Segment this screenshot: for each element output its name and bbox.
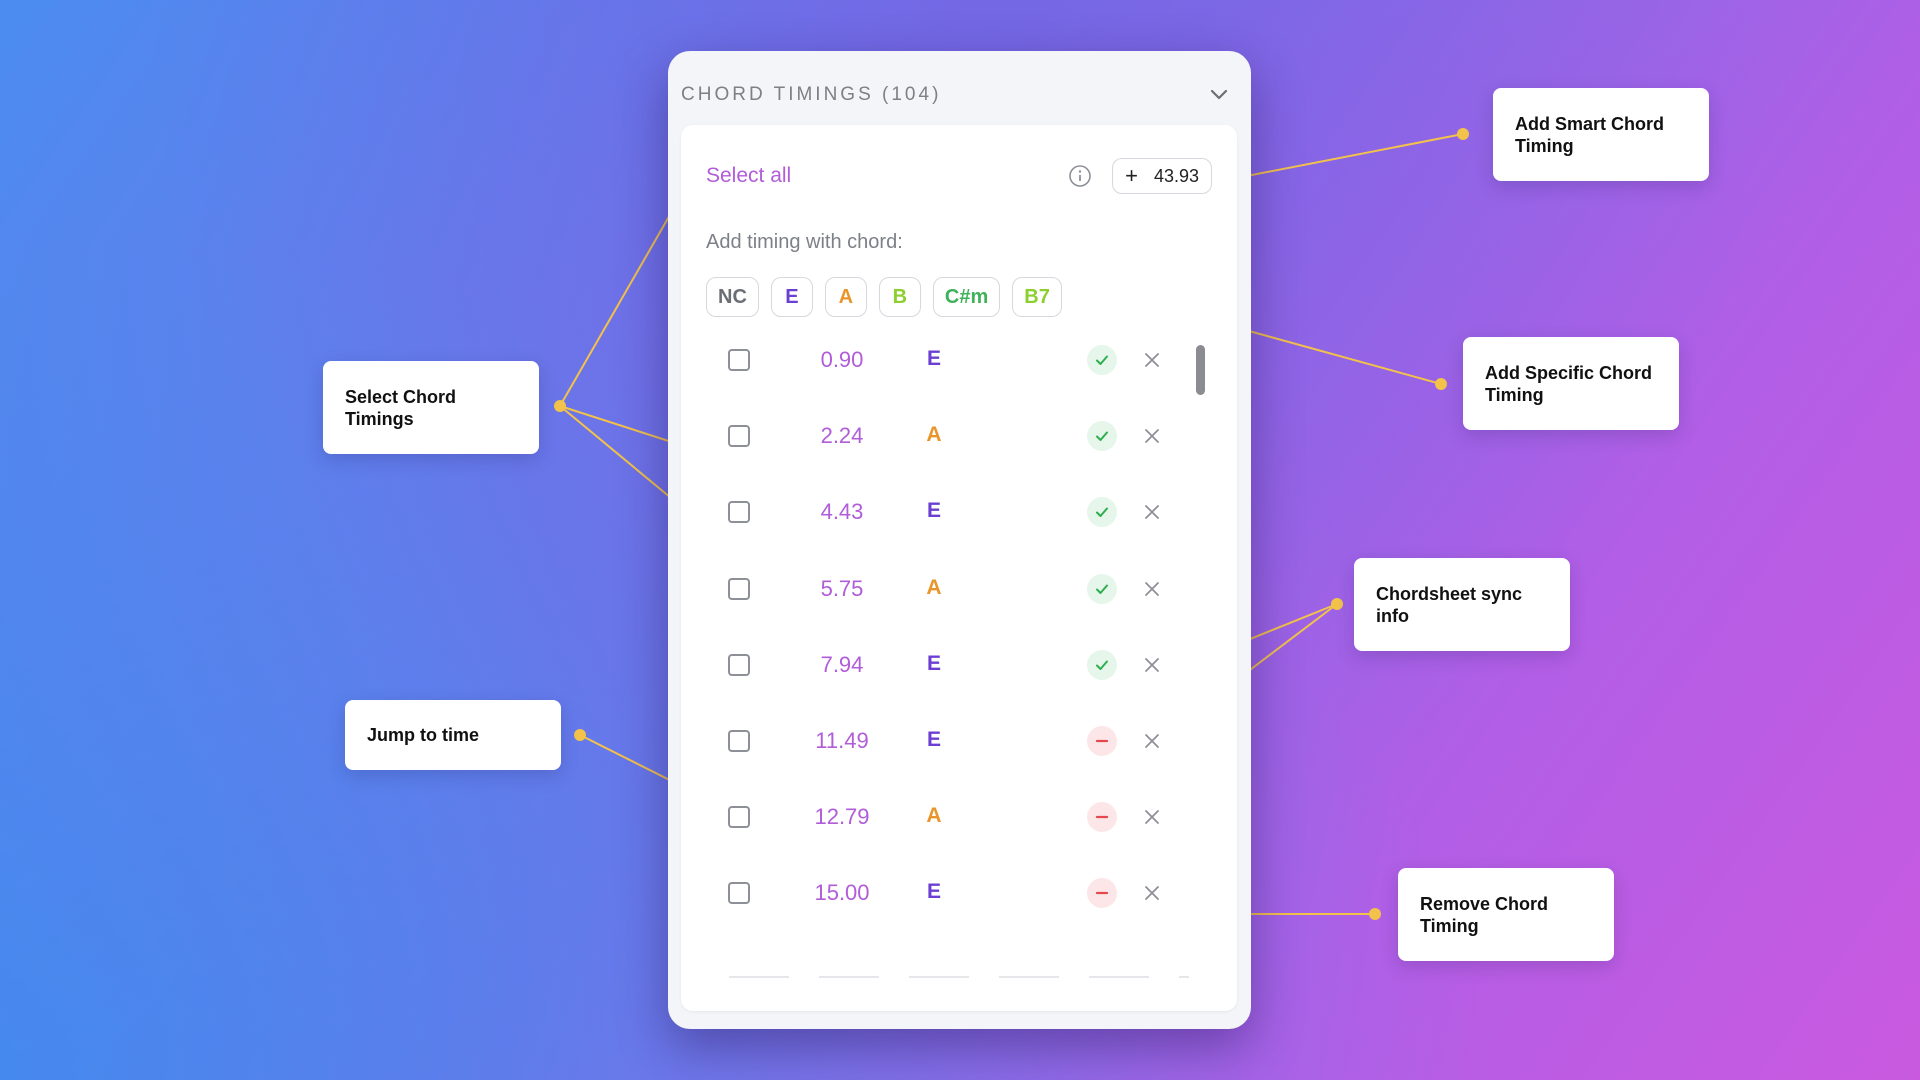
close-icon[interactable]	[1140, 653, 1164, 677]
check-icon	[1087, 649, 1117, 680]
chevron-down-icon[interactable]	[1207, 83, 1231, 107]
check-icon	[1087, 345, 1117, 375]
row-chord-label: A	[926, 575, 942, 599]
callout-remove-chord-timing: Remove Chord Timing	[1398, 868, 1614, 961]
timing-row: 15.00 E	[681, 864, 1237, 924]
minus-icon	[1087, 802, 1117, 833]
chord-timings-list-card: Select all + 43.93 Add timing with chord…	[681, 125, 1237, 1011]
row-checkbox[interactable]	[728, 806, 750, 829]
row-chord-label: E	[926, 880, 941, 904]
panel-title: CHORD TIMINGS (104)	[681, 84, 942, 105]
row-chord-label: E	[926, 499, 941, 523]
callout-text: Add Smart Chord Timing	[1515, 113, 1665, 156]
row-checkbox[interactable]	[728, 730, 750, 752]
jump-to-time-link[interactable]: 12.79	[814, 804, 870, 830]
check-icon	[1087, 497, 1117, 528]
row-chord-label: A	[926, 804, 942, 828]
smart-timing-value: 43.93	[1153, 165, 1199, 186]
timing-row: 5.75 A	[681, 560, 1237, 620]
row-checkbox[interactable]	[728, 425, 750, 448]
chord-chip-e[interactable]: E	[770, 277, 813, 317]
close-icon[interactable]	[1140, 805, 1164, 829]
callout-select-chord-timings: Select Chord Timings	[323, 361, 539, 454]
add-smart-timing-button[interactable]: + 43.93	[1112, 158, 1212, 194]
list-toolbar: Select all + 43.93	[706, 158, 1212, 194]
close-icon[interactable]	[1140, 881, 1164, 905]
info-icon[interactable]	[1066, 162, 1094, 190]
close-icon[interactable]	[1140, 500, 1164, 524]
timing-row: 11.49 E	[681, 712, 1237, 772]
close-icon[interactable]	[1140, 348, 1164, 372]
chord-timings-panel: CHORD TIMINGS (104) Select all + 43.93 A…	[668, 51, 1251, 1029]
check-icon	[1087, 573, 1117, 604]
chord-chip-a[interactable]: A	[824, 277, 867, 317]
timing-row: 12.79 A	[681, 788, 1237, 848]
callout-add-smart-chord-timing: Add Smart Chord Timing	[1493, 88, 1709, 181]
timing-row: 2.24 A	[681, 407, 1237, 467]
jump-to-time-link[interactable]: 11.49	[815, 728, 869, 753]
callout-add-specific-chord-timing: Add Specific Chord Timing	[1463, 337, 1679, 430]
chord-chip-c-sharp-m[interactable]: C#m	[932, 277, 1001, 317]
chord-chip-nc[interactable]: NC	[706, 277, 759, 317]
add-timing-label: Add timing with chord:	[706, 231, 903, 253]
callout-jump-to-time: Jump to time	[345, 700, 561, 770]
jump-to-time-link[interactable]: 2.24	[820, 423, 864, 449]
scrollbar-thumb[interactable]	[1196, 345, 1205, 395]
list-divider	[729, 976, 1189, 978]
callout-text: Add Specific Chord Timing	[1485, 362, 1653, 405]
row-chord-label: E	[926, 651, 941, 675]
chord-chip-b7[interactable]: B7	[1012, 277, 1062, 317]
timing-row: 0.90 E	[681, 331, 1237, 391]
row-checkbox[interactable]	[728, 653, 750, 676]
jump-to-time-link[interactable]: 7.94	[820, 651, 864, 677]
row-chord-label: E	[926, 347, 941, 370]
jump-to-time-link[interactable]: 0.90	[820, 347, 864, 372]
close-icon[interactable]	[1140, 577, 1164, 601]
row-checkbox[interactable]	[728, 882, 750, 905]
close-icon[interactable]	[1140, 729, 1164, 753]
callout-text: Jump to time	[367, 725, 480, 745]
row-chord-label: A	[926, 423, 942, 447]
timing-row: 4.43 E	[681, 483, 1237, 543]
row-chord-label: E	[926, 728, 941, 751]
minus-icon	[1087, 726, 1117, 756]
callout-text: Select Chord Timings	[345, 386, 457, 429]
jump-to-time-link[interactable]: 4.43	[820, 499, 864, 525]
jump-to-time-link[interactable]: 15.00	[814, 880, 870, 906]
callout-text: Remove Chord Timing	[1420, 893, 1549, 936]
row-checkbox[interactable]	[728, 349, 750, 371]
callout-chordsheet-sync-info: Chordsheet sync info	[1354, 558, 1570, 651]
jump-to-time-link[interactable]: 5.75	[820, 575, 864, 601]
row-checkbox[interactable]	[728, 577, 750, 600]
minus-icon	[1087, 878, 1117, 909]
select-all-link[interactable]: Select all	[706, 164, 792, 187]
chord-chip-group: NC E A B C#m B7	[706, 277, 1062, 317]
chord-chip-b[interactable]: B	[878, 277, 921, 317]
plus-icon: +	[1125, 163, 1138, 188]
row-checkbox[interactable]	[728, 501, 750, 524]
check-icon	[1087, 421, 1117, 452]
timing-row: 7.94 E	[681, 636, 1237, 696]
callout-text: Chordsheet sync info	[1376, 583, 1523, 626]
close-icon[interactable]	[1140, 424, 1164, 448]
panel-header[interactable]: CHORD TIMINGS (104)	[681, 75, 1231, 115]
